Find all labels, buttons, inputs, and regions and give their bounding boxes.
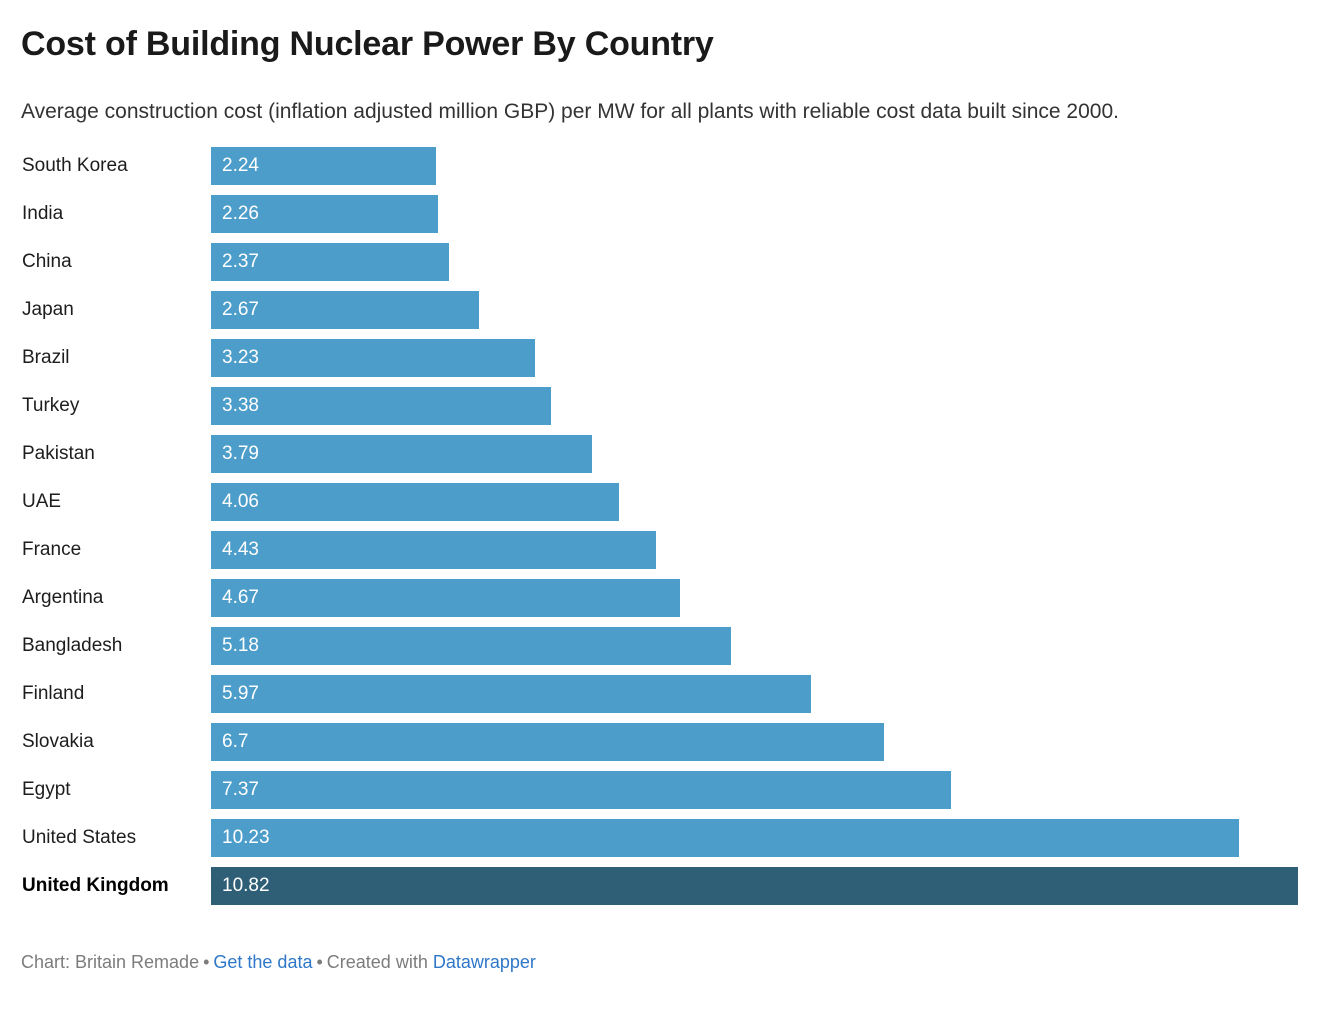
country-label: United Kingdom: [22, 875, 169, 896]
bar-value-label: 3.23: [222, 347, 259, 368]
country-label: Slovakia: [22, 731, 94, 752]
bar-value-label: 2.67: [222, 299, 259, 320]
bar-track: 3.79: [211, 435, 1298, 473]
bar: 7.37: [211, 771, 952, 809]
bar: 6.7: [211, 723, 885, 761]
chart-row: Brazil 3.23: [21, 339, 1298, 377]
country-label: Bangladesh: [22, 635, 123, 656]
chart-row: Argentina 4.67: [21, 579, 1298, 617]
chart-row: China 2.37: [21, 243, 1298, 281]
chart-subtitle: Average construction cost (inflation adj…: [21, 100, 1119, 123]
bar: 3.38: [211, 387, 551, 425]
footer-separator: •: [203, 952, 210, 972]
bar-track: 5.97: [211, 675, 1298, 713]
bar-value-label: 6.7: [222, 731, 249, 752]
footer-created-with: Created with: [326, 952, 428, 972]
bar-track: 3.38: [211, 387, 1298, 425]
chart-row: Finland 5.97: [21, 675, 1298, 713]
chart-row: South Korea 2.24: [21, 147, 1298, 185]
country-label: Brazil: [22, 347, 70, 368]
country-label: France: [22, 539, 82, 560]
bar-value-label: 5.18: [222, 635, 259, 656]
country-label: Japan: [22, 299, 74, 320]
bar-value-label: 2.37: [222, 251, 259, 272]
bar-highlighted: 10.82: [211, 867, 1298, 905]
bar-value-label: 4.43: [222, 539, 259, 560]
bar: 3.23: [211, 339, 536, 377]
chart-row: United Kingdom 10.82: [21, 867, 1298, 905]
bar: 4.43: [211, 531, 657, 569]
bar-track: 2.37: [211, 243, 1298, 281]
bar-chart: South Korea 2.24 India 2.26 China 2.37 Japan 2.…: [21, 147, 1298, 905]
bar-value-label: 2.26: [222, 203, 259, 224]
country-label: Egypt: [22, 779, 71, 800]
bar-track: 2.24: [211, 147, 1298, 185]
country-label: Pakistan: [22, 443, 95, 464]
country-label: United States: [22, 827, 137, 848]
bar-track: 10.82: [211, 867, 1298, 905]
bar: 2.37: [211, 243, 450, 281]
country-label: China: [22, 251, 72, 272]
bar: 2.67: [211, 291, 480, 329]
chart-row: Egypt 7.37: [21, 771, 1298, 809]
bar: 4.67: [211, 579, 681, 617]
bar-track: 2.67: [211, 291, 1298, 329]
country-label: South Korea: [22, 155, 128, 176]
bar: 2.26: [211, 195, 439, 233]
datawrapper-link[interactable]: Datawrapper: [432, 952, 536, 972]
bar-track: 5.18: [211, 627, 1298, 665]
bar: 5.97: [211, 675, 811, 713]
chart-row: Japan 2.67: [21, 291, 1298, 329]
chart-footer: Chart: Britain Remade • Get the data • Creat…: [21, 950, 1298, 974]
bar: 4.06: [211, 483, 619, 521]
bar-track: 4.06: [211, 483, 1298, 521]
bar: 2.24: [211, 147, 436, 185]
bar-track: 6.7: [211, 723, 1298, 761]
bar-value-label: 4.67: [222, 587, 259, 608]
footer-separator: •: [316, 952, 323, 972]
bar-value-label: 7.37: [222, 779, 259, 800]
bar-track: 4.43: [211, 531, 1298, 569]
bar: 3.79: [211, 435, 592, 473]
get-the-data-link[interactable]: Get the data: [213, 952, 313, 972]
bar: 5.18: [211, 627, 732, 665]
bar: 10.23: [211, 819, 1239, 857]
chart-row: India 2.26: [21, 195, 1298, 233]
bar-value-label: 4.06: [222, 491, 259, 512]
bar-value-label: 10.82: [222, 875, 270, 896]
chart-row: United States 10.23: [21, 819, 1298, 857]
chart-row: Slovakia 6.7: [21, 723, 1298, 761]
chart-row: Turkey 3.38: [21, 387, 1298, 425]
bar-value-label: 3.79: [222, 443, 259, 464]
bar-value-label: 2.24: [222, 155, 259, 176]
country-label: Finland: [22, 683, 85, 704]
country-label: Turkey: [22, 395, 80, 416]
bar-track: 3.23: [211, 339, 1298, 377]
chart-row: Bangladesh 5.18: [21, 627, 1298, 665]
bar-value-label: 5.97: [222, 683, 259, 704]
chart-row: Pakistan 3.79: [21, 435, 1298, 473]
bar-track: 7.37: [211, 771, 1298, 809]
bar-value-label: 3.38: [222, 395, 259, 416]
chart-row: France 4.43: [21, 531, 1298, 569]
country-label: UAE: [22, 491, 62, 512]
chart-title: Cost of Building Nuclear Power By Countr…: [21, 25, 714, 63]
bar-track: 10.23: [211, 819, 1298, 857]
bar-track: 4.67: [211, 579, 1298, 617]
footer-credit: Chart: Britain Remade: [21, 952, 200, 972]
chart-row: UAE 4.06: [21, 483, 1298, 521]
bar-value-label: 10.23: [222, 827, 270, 848]
country-label: India: [22, 203, 64, 224]
bar-track: 2.26: [211, 195, 1298, 233]
country-label: Argentina: [22, 587, 104, 608]
